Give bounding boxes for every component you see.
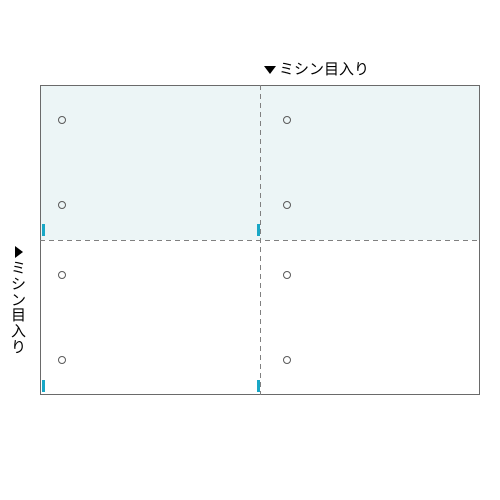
diagram-stage: ミシン目入りミシン目入り — [0, 0, 500, 500]
perforation-label-left-char: 目 — [11, 308, 26, 324]
perforation-label-top: ミシン目入り — [264, 58, 369, 79]
triangle-right-icon — [15, 246, 23, 258]
triangle-down-icon — [264, 66, 276, 74]
punch-hole — [58, 356, 66, 364]
punch-hole — [58, 116, 66, 124]
punch-hole — [283, 116, 291, 124]
perforation-label-left-char: り — [11, 340, 26, 356]
perforation-label-left-char: シ — [11, 277, 26, 293]
perforation-label-left-char: 入 — [11, 324, 26, 340]
registration-mark — [257, 380, 260, 392]
punch-hole — [283, 271, 291, 279]
perforation-label-top-text: ミシン目入り — [279, 61, 369, 78]
perforation-horizontal — [40, 240, 480, 241]
punch-hole — [58, 201, 66, 209]
registration-mark — [42, 224, 45, 236]
punch-hole — [58, 271, 66, 279]
registration-mark — [257, 224, 260, 236]
registration-mark — [42, 380, 45, 392]
perforation-label-left: ミシン目入り — [11, 246, 26, 356]
perforation-label-left-char: ン — [11, 293, 26, 309]
perforation-label-left-char: ミ — [11, 261, 26, 277]
punch-hole — [283, 356, 291, 364]
punch-hole — [283, 201, 291, 209]
